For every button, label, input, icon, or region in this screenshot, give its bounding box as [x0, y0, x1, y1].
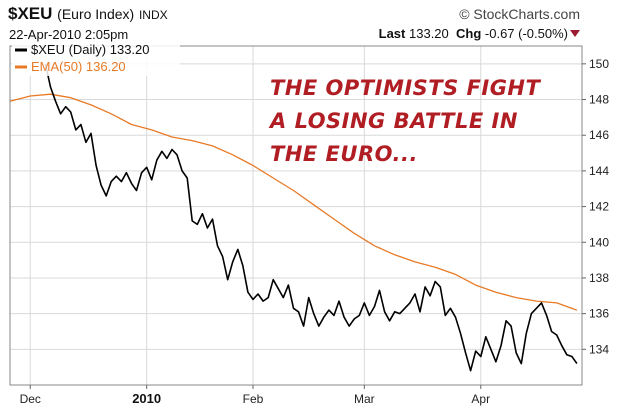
exchange: INDX	[138, 8, 168, 22]
symbol-name: (Euro Index)	[57, 6, 135, 22]
annotation-line: THE OPTIMISTS FIGHT	[270, 76, 541, 100]
legend-entry: $XEU (Daily) 133.20	[31, 42, 150, 57]
annotation-line: A LOSING BATTLE IN	[270, 109, 518, 133]
annotation-line: THE EURO...	[270, 142, 418, 166]
y-tick-label: 136	[589, 307, 609, 321]
chg-value: -0.67 (-0.50%)	[484, 26, 568, 41]
y-tick-label: 144	[589, 164, 609, 178]
y-tick-label: 146	[589, 128, 609, 142]
y-tick-label: 150	[589, 57, 609, 71]
gridlines	[10, 46, 582, 385]
chg-label: Chg	[456, 26, 482, 41]
series-line-price	[44, 63, 578, 372]
x-tick-label: Dec	[20, 392, 41, 406]
timestamp: 22-Apr-2010 2:05pm	[9, 27, 129, 42]
last-value: 133.20	[409, 26, 449, 41]
x-axis-ticks: Dec 2010 Feb Mar Apr	[20, 385, 490, 406]
quote-summary: Last 133.20 Chg -0.67 (-0.50%)	[379, 26, 568, 41]
down-arrow-icon	[570, 30, 580, 37]
y-axis-ticks: 150 148 146 144 142 140 138 136 134	[582, 57, 609, 356]
series-line-ema	[9, 93, 578, 311]
last-label: Last	[378, 26, 406, 41]
y-tick-label: 148	[589, 93, 609, 107]
brand-watermark[interactable]: © StockCharts.com	[459, 6, 580, 22]
legend-background	[12, 44, 180, 76]
x-tick-label: Mar	[354, 392, 375, 406]
y-tick-label: 140	[589, 235, 609, 249]
x-tick-label: Apr	[471, 392, 490, 406]
chart-header-title: $XEU (Euro Index) INDX	[8, 4, 168, 24]
y-tick-label: 138	[589, 271, 609, 285]
annotation-headline: THE OPTIMISTS FIGHT A LOSING BATTLE IN T…	[270, 72, 580, 171]
y-tick-label: 134	[589, 342, 609, 356]
plot-frame	[9, 45, 583, 386]
legend: $XEU (Daily) 133.20 EMA(50) 136.20	[12, 42, 180, 76]
y-tick-label: 142	[589, 200, 609, 214]
x-tick-label: Feb	[243, 392, 264, 406]
series-lines	[9, 63, 578, 372]
x-tick-label: 2010	[132, 391, 161, 406]
legend-entry: EMA(50) 136.20	[31, 59, 126, 74]
symbol: $XEU	[8, 4, 53, 23]
